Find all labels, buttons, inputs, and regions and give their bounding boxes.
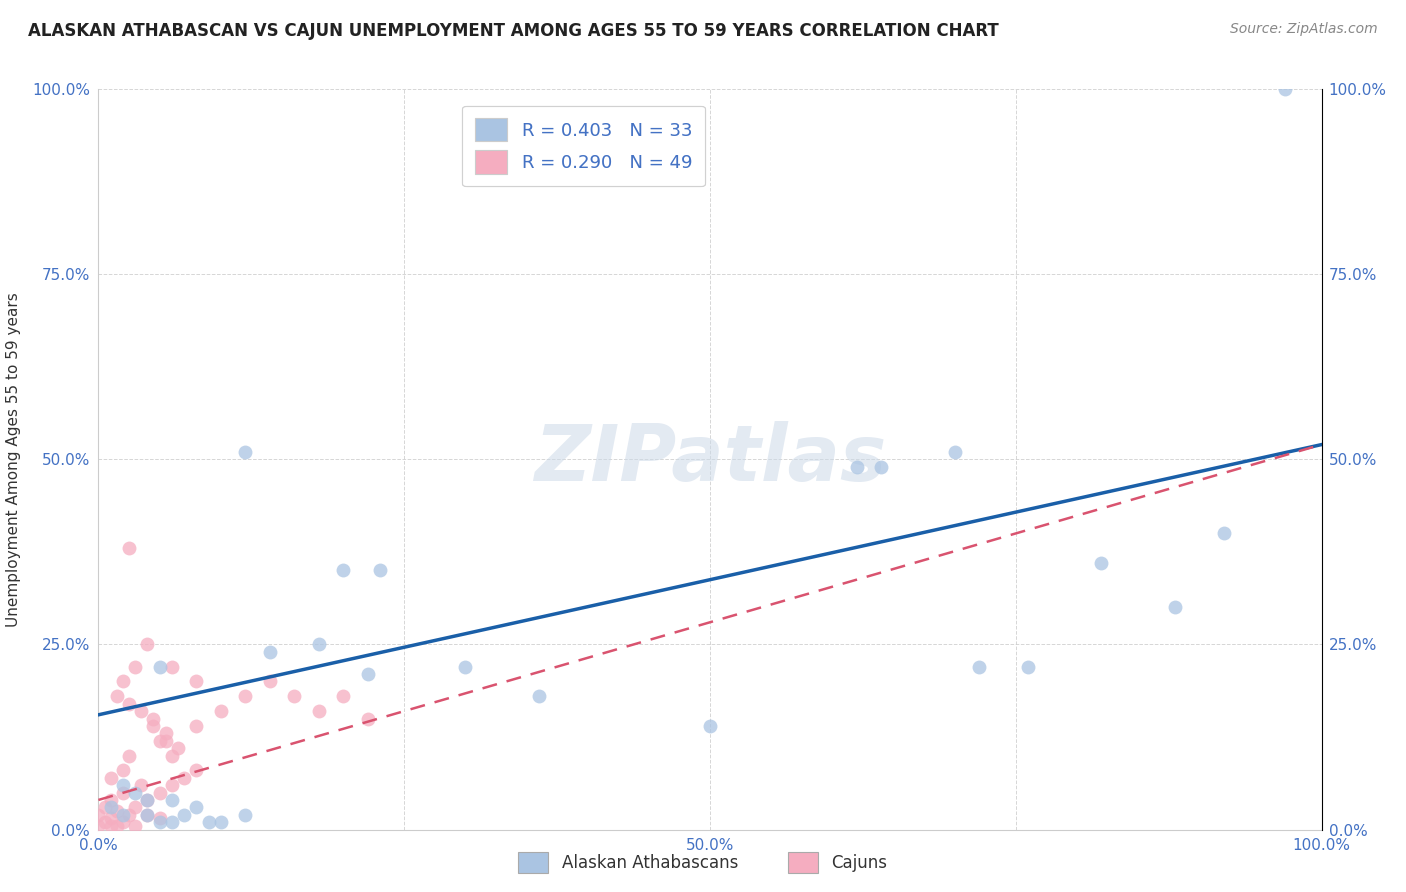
Point xyxy=(111,764,134,778)
Point xyxy=(454,659,477,673)
Legend: R = 0.403   N = 33, R = 0.290   N = 49: R = 0.403 N = 33, R = 0.290 N = 49 xyxy=(463,105,704,186)
Point xyxy=(111,674,134,689)
Point xyxy=(93,815,115,830)
Point xyxy=(173,807,195,822)
Point xyxy=(233,807,256,822)
Point xyxy=(136,637,159,651)
Point xyxy=(356,712,378,726)
Point xyxy=(142,712,165,726)
Point xyxy=(111,786,134,799)
Point xyxy=(845,459,868,474)
Point xyxy=(1164,600,1187,615)
Point xyxy=(233,445,256,459)
Point xyxy=(186,674,208,689)
Point xyxy=(111,807,134,822)
Point xyxy=(118,541,141,556)
Point xyxy=(870,459,893,474)
Point xyxy=(308,704,330,718)
Point xyxy=(186,800,208,814)
Point xyxy=(87,819,110,833)
Point xyxy=(129,778,152,792)
Point xyxy=(160,815,183,830)
Legend: Alaskan Athabascans, Cajuns: Alaskan Athabascans, Cajuns xyxy=(512,846,894,880)
Point xyxy=(149,659,172,673)
Point xyxy=(209,704,232,718)
Point xyxy=(124,659,146,673)
Point xyxy=(136,793,159,807)
Point xyxy=(124,800,146,814)
Point xyxy=(155,733,177,747)
Point xyxy=(136,793,159,807)
Point xyxy=(967,659,990,673)
Point xyxy=(118,697,141,711)
Point xyxy=(160,659,183,673)
Point xyxy=(259,674,281,689)
Point xyxy=(149,812,172,826)
Point xyxy=(111,815,134,830)
Point xyxy=(100,771,122,785)
Point xyxy=(1090,556,1112,570)
Point xyxy=(155,726,177,740)
Point xyxy=(118,807,141,822)
Text: ALASKAN ATHABASCAN VS CAJUN UNEMPLOYMENT AMONG AGES 55 TO 59 YEARS CORRELATION C: ALASKAN ATHABASCAN VS CAJUN UNEMPLOYMENT… xyxy=(28,22,998,40)
Point xyxy=(100,812,122,826)
Point xyxy=(149,786,172,799)
Point xyxy=(209,815,232,830)
Point xyxy=(356,667,378,681)
Point xyxy=(129,704,152,718)
Point xyxy=(259,645,281,659)
Point xyxy=(136,807,159,822)
Text: ZIPatlas: ZIPatlas xyxy=(534,421,886,498)
Point xyxy=(332,564,354,578)
Point xyxy=(197,815,219,830)
Text: Source: ZipAtlas.com: Source: ZipAtlas.com xyxy=(1230,22,1378,37)
Point xyxy=(173,771,195,785)
Point xyxy=(699,719,721,733)
Y-axis label: Unemployment Among Ages 55 to 59 years: Unemployment Among Ages 55 to 59 years xyxy=(6,292,21,627)
Point xyxy=(186,719,208,733)
Point xyxy=(100,819,122,833)
Point xyxy=(160,748,183,763)
Point xyxy=(1017,659,1039,673)
Point xyxy=(283,690,305,704)
Point xyxy=(160,793,183,807)
Point xyxy=(308,637,330,651)
Point xyxy=(368,564,391,578)
Point xyxy=(105,804,128,818)
Point xyxy=(105,819,128,833)
Point xyxy=(943,445,966,459)
Point xyxy=(149,733,172,747)
Point xyxy=(186,764,208,778)
Point xyxy=(111,778,134,792)
Point xyxy=(87,807,110,822)
Point xyxy=(149,815,172,830)
Point xyxy=(160,778,183,792)
Point xyxy=(105,690,128,704)
Point xyxy=(142,719,165,733)
Point xyxy=(124,786,146,799)
Point xyxy=(332,690,354,704)
Point xyxy=(527,690,550,704)
Point xyxy=(1212,526,1234,541)
Point xyxy=(100,800,122,814)
Point xyxy=(118,748,141,763)
Point xyxy=(167,741,190,756)
Point xyxy=(233,690,256,704)
Point xyxy=(124,819,146,833)
Point xyxy=(93,800,115,814)
Point xyxy=(136,807,159,822)
Point xyxy=(1274,82,1296,96)
Point xyxy=(100,793,122,807)
